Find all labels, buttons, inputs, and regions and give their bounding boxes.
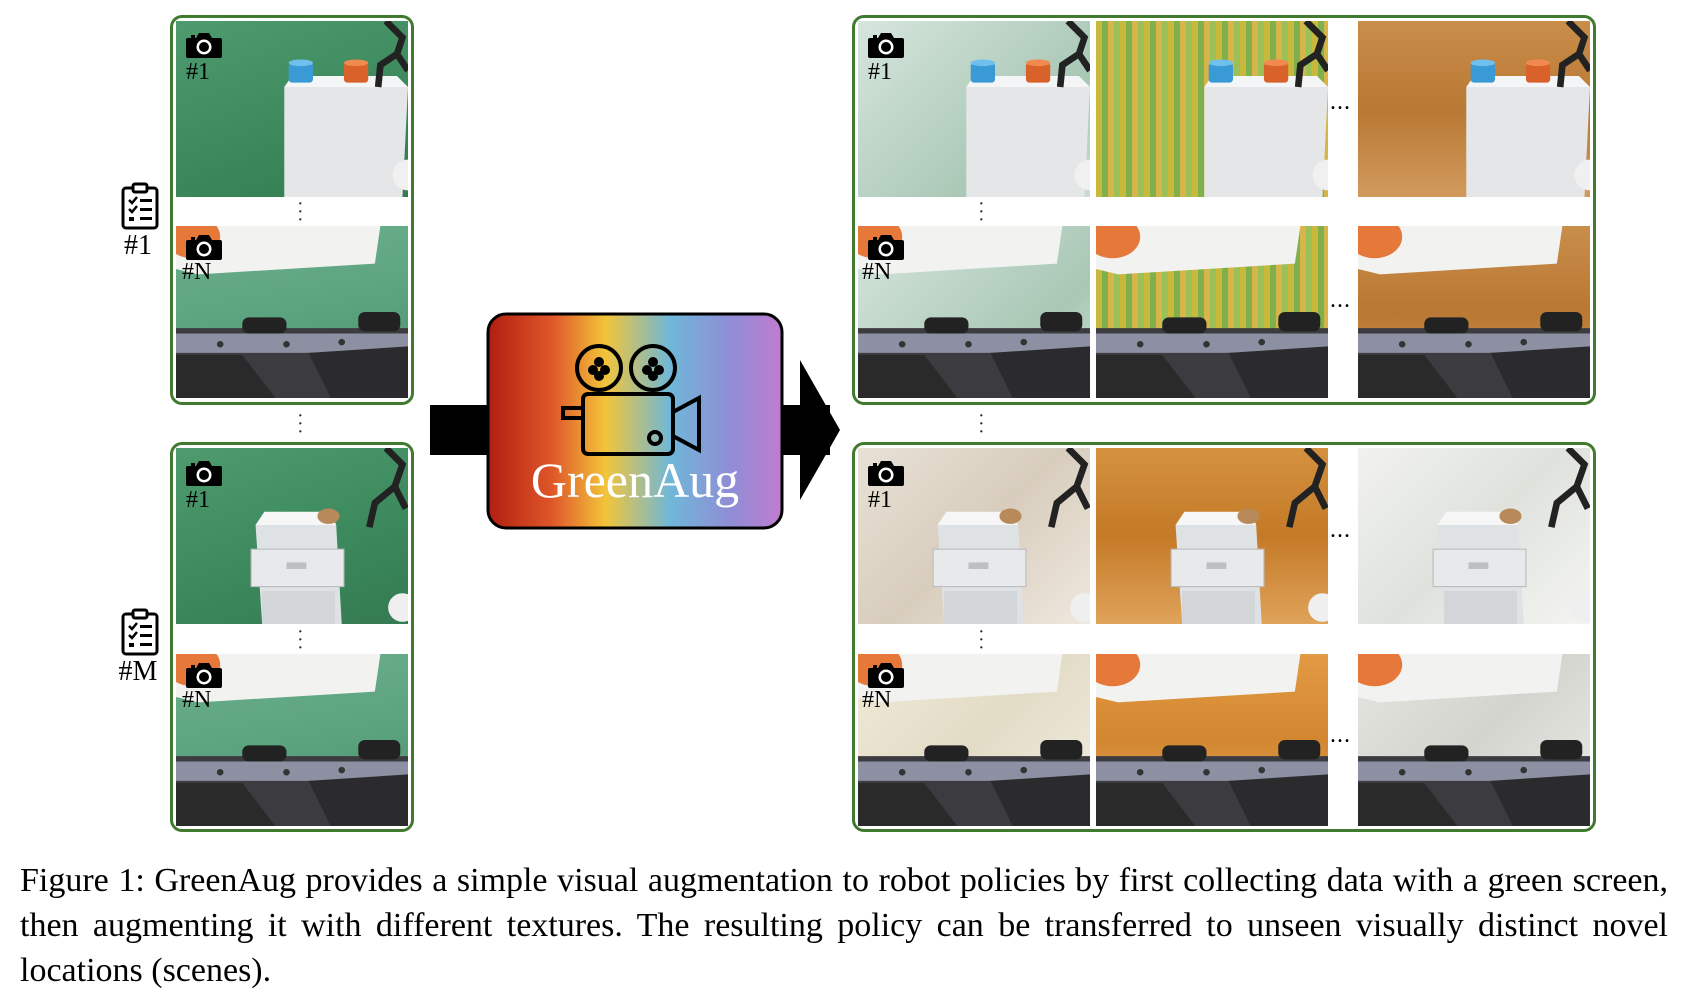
greenaug-box [486,312,784,530]
camera-label: #N [182,259,212,285]
vertical-ellipsis: · · · [978,193,985,231]
aug-taskM-cam1-texture3 [1358,448,1590,624]
camera-label: #N [862,687,892,713]
camera-icon [184,30,224,60]
camera-label: #N [862,259,892,285]
horizontal-ellipsis: ... [1330,89,1351,115]
horizontal-ellipsis: ... [1330,722,1351,748]
greenaug-title: GreenAug [530,452,740,508]
camera-label: #N [182,687,212,713]
camera-icon [866,232,906,262]
movie-camera-icon [561,344,701,456]
vertical-ellipsis: · · · [978,405,985,443]
camera-label: #1 [186,59,210,85]
vertical-ellipsis: · · · [297,193,304,231]
horizontal-ellipsis: ... [1330,287,1351,313]
vertical-ellipsis: · · · [297,621,304,659]
task-label: #M [118,656,158,687]
horizontal-ellipsis: ... [1330,517,1351,543]
camera-icon [184,660,224,690]
aug-taskM-camN-texture3 [1358,654,1590,826]
camera-icon [184,458,224,488]
figure-caption: Figure 1: GreenAug provides a simple vis… [20,862,1668,989]
clipboard-icon [120,608,160,656]
clipboard-icon [120,182,160,230]
aug-task1-camN-texture3 [1358,226,1590,398]
task-label: #1 [124,230,152,261]
camera-icon [866,458,906,488]
aug-taskM-cam1-texture2 [1096,448,1328,624]
camera-icon [866,660,906,690]
camera-label: #1 [186,487,210,513]
camera-icon [184,232,224,262]
vertical-ellipsis: · · · [297,405,304,443]
aug-task1-cam1-texture3 [1358,21,1590,197]
camera-label: #1 [868,487,892,513]
camera-label: #1 [868,59,892,85]
aug-taskM-camN-texture2 [1096,654,1328,826]
aug-task1-camN-texture2 [1096,226,1328,398]
vertical-ellipsis: · · · [978,621,985,659]
aug-task1-cam1-texture2 [1096,21,1328,197]
camera-icon [866,30,906,60]
